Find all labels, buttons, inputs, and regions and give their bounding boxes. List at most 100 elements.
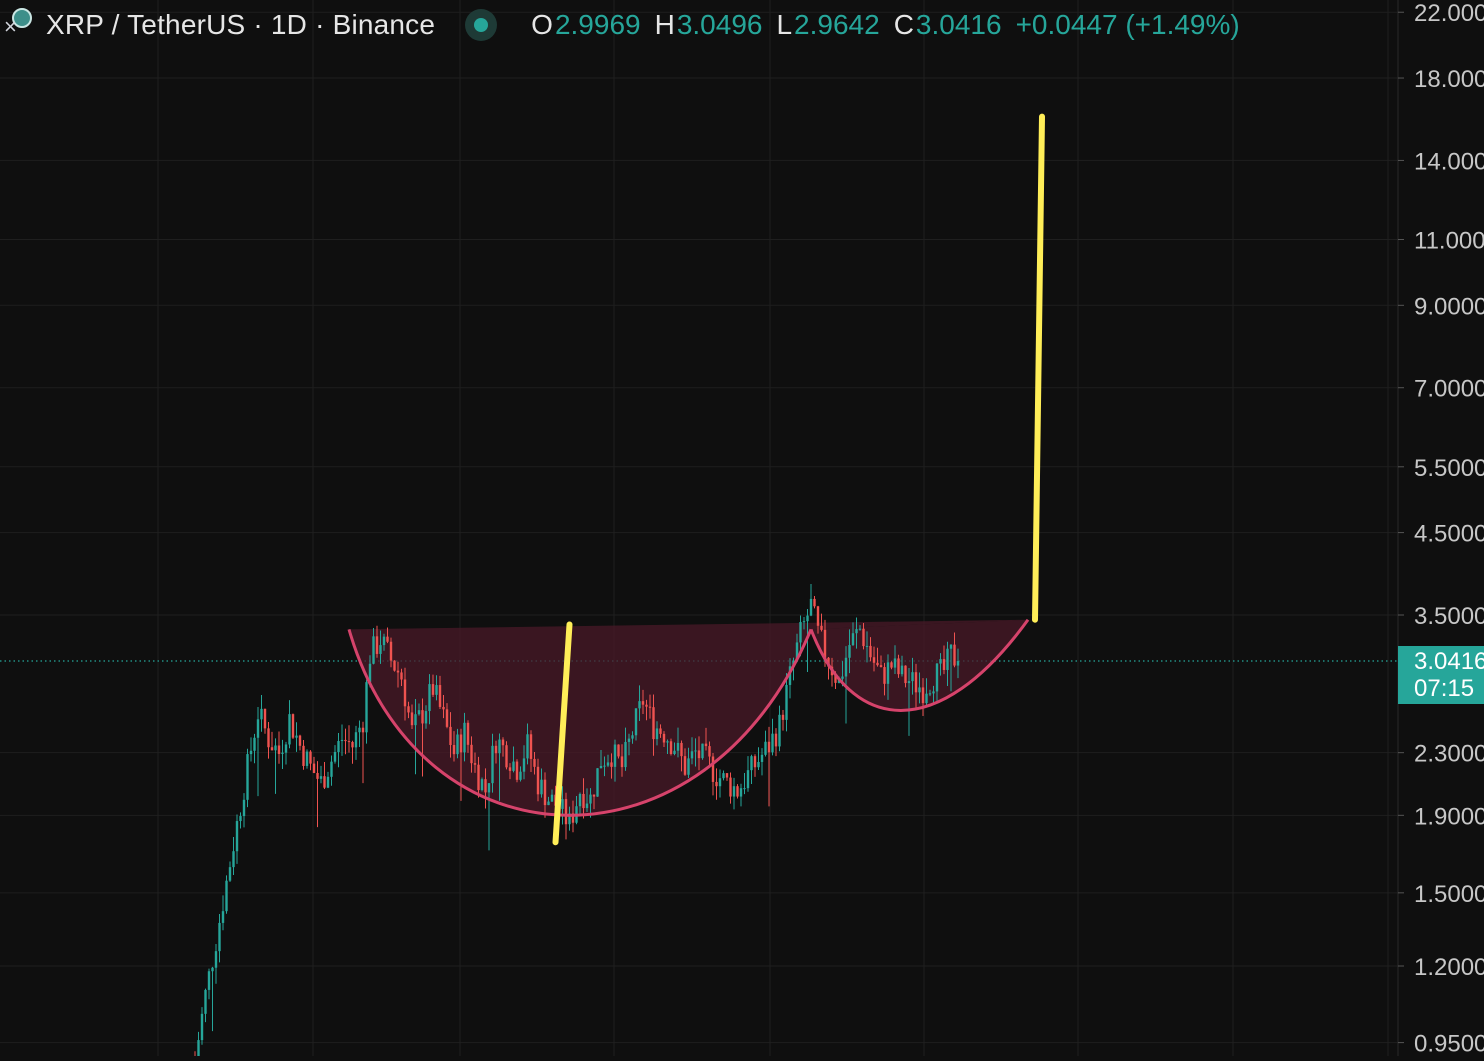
handle-curve [809, 618, 1030, 712]
candle-body-99 [540, 779, 543, 795]
price-tick-label-3: 11.0000 [1414, 228, 1484, 255]
candle-body-202 [900, 665, 904, 675]
candle-body-208 [921, 687, 925, 704]
market-status-icon[interactable] [465, 9, 498, 41]
candle-body-197 [883, 667, 886, 684]
candle-body-110 [578, 793, 582, 807]
candle-body-195 [876, 662, 879, 666]
candle-body-189 [855, 629, 858, 634]
candle-body-93 [519, 771, 522, 780]
price-tick-label-13: 0.9500 [1414, 1031, 1484, 1056]
candle-body-194 [872, 657, 876, 663]
open-label: O [531, 9, 553, 40]
projection-line-0 [552, 621, 573, 846]
candle-body-61 [407, 706, 410, 713]
candle-body-29 [295, 735, 298, 738]
candle-body-168 [781, 714, 785, 720]
candle-body-1 [197, 1040, 200, 1061]
candle-body-127 [638, 701, 641, 709]
candle-body-153 [729, 777, 732, 797]
candle-body-118 [606, 762, 610, 766]
candle-body-130 [648, 706, 652, 708]
candle-body-33 [309, 751, 312, 764]
candle-body-188 [851, 633, 855, 646]
candle-body-19 [260, 708, 263, 720]
candle-body-112 [585, 803, 589, 809]
candle-body-83 [484, 779, 487, 793]
candle-body-147 [708, 746, 711, 757]
price-tick-label-0: 22.0000 [1414, 0, 1484, 27]
candle-body-144 [697, 750, 701, 759]
candle-body-163 [764, 741, 767, 755]
candle-body-31 [302, 745, 305, 766]
candle-body-37 [323, 776, 326, 788]
candle-body-79 [470, 744, 473, 764]
candle-body-100 [543, 779, 547, 806]
close-value: 3.0416 [915, 9, 1002, 40]
price-tick-label-4: 9.0000 [1414, 293, 1484, 320]
price-tick-label-5: 7.0000 [1414, 376, 1484, 403]
candle-body-10 [228, 867, 232, 881]
candle-body-107 [568, 813, 571, 825]
candle-body-158 [746, 770, 750, 789]
price-tick-label-9: 2.3000 [1414, 741, 1484, 768]
candle-body-217 [953, 644, 956, 666]
candle-body-68 [431, 684, 435, 695]
candle-body-32 [305, 751, 309, 766]
candle-body-3 [204, 989, 207, 1014]
price-axis[interactable]: 22.0000 18.0000 14.0000 11.0000 9.0000 7.0000… [1397, 0, 1484, 1058]
drawing-overlay [347, 113, 1045, 846]
candle-body-64 [417, 710, 421, 715]
candle-body-71 [442, 706, 445, 710]
open-value: 2.9969 [554, 9, 641, 40]
low-value: 2.9642 [794, 9, 880, 40]
candle-body-41 [337, 741, 340, 752]
candle-body-101 [547, 801, 550, 806]
candle-body-98 [536, 766, 540, 795]
candle-body-20 [263, 708, 267, 729]
candle-body-43 [344, 739, 347, 742]
candle-body-24 [277, 745, 281, 754]
candle-body-178 [816, 606, 820, 626]
candle-body-82 [480, 779, 484, 791]
change-value: +0.0447 (+1.49%) [1015, 9, 1240, 40]
candle-body-97 [533, 758, 536, 767]
candle-body-12 [235, 821, 239, 852]
candle-body-191 [862, 628, 865, 647]
candle-body-46 [354, 732, 358, 748]
ohlc-values: O 2.9969 H 3.0496 L 2.9642 C 3.0416 +0.0… [531, 9, 1240, 41]
candle-body-17 [253, 737, 256, 751]
candle-body-164 [767, 741, 771, 753]
candlestick-series [193, 584, 960, 1061]
high-value: 3.0496 [676, 9, 763, 40]
symbol-title[interactable]: XRP / TetherUS · 1D · Binance [46, 9, 436, 40]
candle-body-95 [526, 734, 529, 759]
candle-body-133 [659, 728, 662, 734]
candle-body-152 [725, 773, 729, 778]
candle-body-198 [886, 662, 890, 684]
candle-body-23 [274, 745, 277, 751]
close-legend-button[interactable]: × [4, 8, 32, 39]
candle-body-120 [613, 744, 617, 767]
candle-body-58 [396, 670, 400, 673]
cup-fill [349, 619, 1028, 816]
price-tick-label-7: 4.5000 [1414, 521, 1484, 548]
candle-body-207 [918, 687, 921, 693]
candle-body-75 [456, 734, 459, 755]
candle-body-28 [291, 714, 295, 738]
candle-body-54 [382, 636, 386, 646]
candle-body-35 [316, 772, 319, 779]
last-price-tag: 3.0416 07:15 [1398, 646, 1484, 704]
candle-body-108 [571, 813, 575, 823]
handle-fill [811, 619, 1028, 711]
candle-body-170 [788, 666, 792, 685]
candle-body-199 [890, 662, 893, 668]
close-icon[interactable]: × [4, 14, 17, 39]
candle-body-36 [319, 776, 323, 779]
candle-body-7 [218, 922, 221, 952]
candle-body-115 [596, 768, 599, 797]
candle-body-215 [946, 648, 949, 670]
candle-body-22 [270, 747, 274, 751]
